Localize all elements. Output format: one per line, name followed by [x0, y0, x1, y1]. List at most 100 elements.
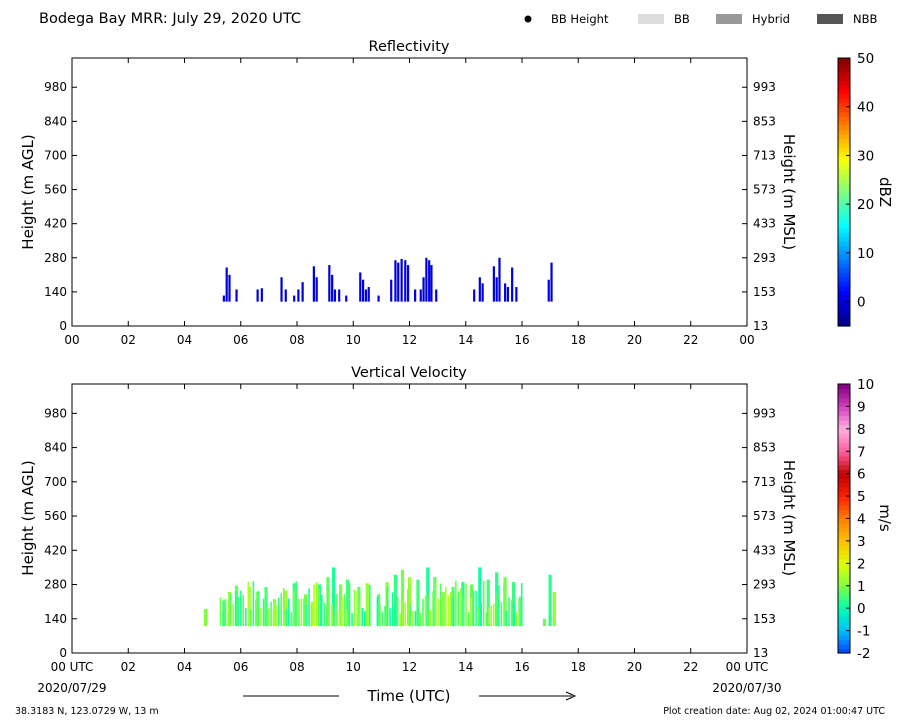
velocity-ylabel-left: Height (m AGL) — [19, 460, 37, 575]
data-streak — [244, 607, 247, 627]
colorbar-segment — [838, 603, 850, 609]
data-column — [326, 577, 330, 627]
colorbar-segment — [838, 160, 850, 166]
data-column — [504, 283, 507, 302]
colorbar-segment — [838, 496, 850, 502]
data-column — [367, 287, 370, 302]
data-column — [422, 277, 425, 302]
data-streak — [351, 613, 353, 627]
start-date: 2020/07/29 — [37, 681, 106, 695]
legend-dot-icon — [524, 15, 532, 23]
data-column — [312, 266, 315, 302]
reflectivity-title: Reflectivity — [369, 39, 450, 55]
data-column — [280, 277, 283, 302]
colorbar-segment — [838, 254, 850, 260]
y-tick-label-left: 140 — [44, 612, 67, 626]
legend-swatch — [716, 14, 742, 24]
x-axis-label: Time (UTC) — [367, 687, 451, 705]
colorbar-segment — [838, 209, 850, 215]
data-column — [506, 287, 510, 302]
data-streak — [384, 605, 386, 627]
colorbar-tick-label: 7 — [857, 444, 866, 460]
data-column — [203, 608, 208, 627]
data-streak — [300, 598, 303, 627]
data-streak — [482, 581, 485, 627]
data-column — [473, 289, 476, 302]
colorbar-tick-label: 0 — [857, 295, 866, 311]
data-column — [331, 274, 334, 302]
colorbar-tick-label: 5 — [857, 489, 866, 505]
data-column — [247, 586, 251, 627]
legend-swatch — [817, 14, 843, 24]
data-streak — [361, 608, 364, 627]
colorbar-segment — [838, 572, 850, 578]
y-tick-label-left: 560 — [44, 509, 67, 523]
colorbar-tick-label: 6 — [857, 467, 866, 483]
reflectivity-frame — [71, 57, 748, 327]
figure-title: Bodega Bay MRR: July 29, 2020 UTC — [39, 11, 301, 27]
colorbar-segment — [838, 236, 850, 242]
colorbar-segment — [838, 545, 850, 551]
data-streak — [485, 612, 488, 627]
legend-label: Hybrid — [752, 12, 790, 26]
data-streak — [462, 596, 465, 627]
data-streak — [331, 604, 333, 627]
data-streak — [275, 605, 277, 627]
data-streak — [369, 585, 371, 627]
data-streak — [252, 581, 255, 627]
colorbar-segment — [838, 505, 850, 511]
x-tick-label: 22 — [683, 333, 698, 347]
data-streak — [260, 608, 262, 627]
data-streak — [427, 595, 429, 627]
colorbar-segment — [838, 482, 850, 488]
data-streak — [503, 583, 505, 627]
data-streak — [465, 583, 467, 627]
data-streak — [333, 613, 336, 627]
colorbar-segment — [838, 294, 850, 300]
data-streak — [508, 597, 510, 627]
y-tick-label-right: 13 — [753, 646, 768, 660]
colorbar-segment — [838, 138, 850, 144]
data-streak — [270, 601, 272, 627]
colorbar-tick-label: -1 — [857, 624, 870, 640]
x-tick-label: 10 — [346, 333, 361, 347]
data-streak — [475, 590, 477, 627]
x-tick-label: 14 — [458, 660, 473, 674]
y-tick-label-right: 993 — [753, 406, 776, 420]
colorbar-segment — [838, 147, 850, 153]
y-tick-label-left: 0 — [59, 319, 67, 333]
colorbar-segment — [838, 272, 850, 278]
data-column — [331, 567, 336, 627]
colorbar-segment — [838, 464, 850, 470]
data-streak — [313, 584, 315, 627]
plot-creation-date: Plot creation date: Aug 02, 2024 01:00:4… — [663, 706, 885, 717]
colorbar-segment — [838, 626, 850, 632]
colorbar-tick-label: 40 — [857, 100, 874, 116]
data-streak — [336, 593, 338, 627]
data-streak — [396, 597, 399, 627]
colorbar-segment — [838, 617, 850, 623]
colorbar-segment — [838, 174, 850, 180]
y-tick-label-right: 433 — [753, 217, 776, 231]
colorbar-tick-label: 30 — [857, 148, 874, 164]
data-streak — [452, 598, 455, 627]
data-column — [272, 599, 277, 627]
colorbar-tick-label: 4 — [857, 512, 866, 528]
colorbar-frame — [837, 57, 851, 327]
colorbar-segment — [838, 196, 850, 202]
colorbar-segment — [838, 415, 850, 421]
colorbar-segment — [838, 321, 850, 327]
colorbar-segment — [838, 156, 850, 162]
data-streak — [315, 582, 318, 627]
colorbar-segment — [838, 308, 850, 314]
colorbar-segment — [838, 460, 850, 466]
colorbar-segment — [838, 384, 850, 390]
colorbar-segment — [838, 84, 850, 90]
colorbar-segment — [838, 276, 850, 282]
data-streak — [280, 593, 283, 627]
data-streak — [363, 611, 366, 627]
colorbar-segment — [838, 227, 850, 233]
data-streak — [490, 605, 493, 627]
colorbar-segment — [838, 585, 850, 591]
data-column — [552, 591, 556, 627]
